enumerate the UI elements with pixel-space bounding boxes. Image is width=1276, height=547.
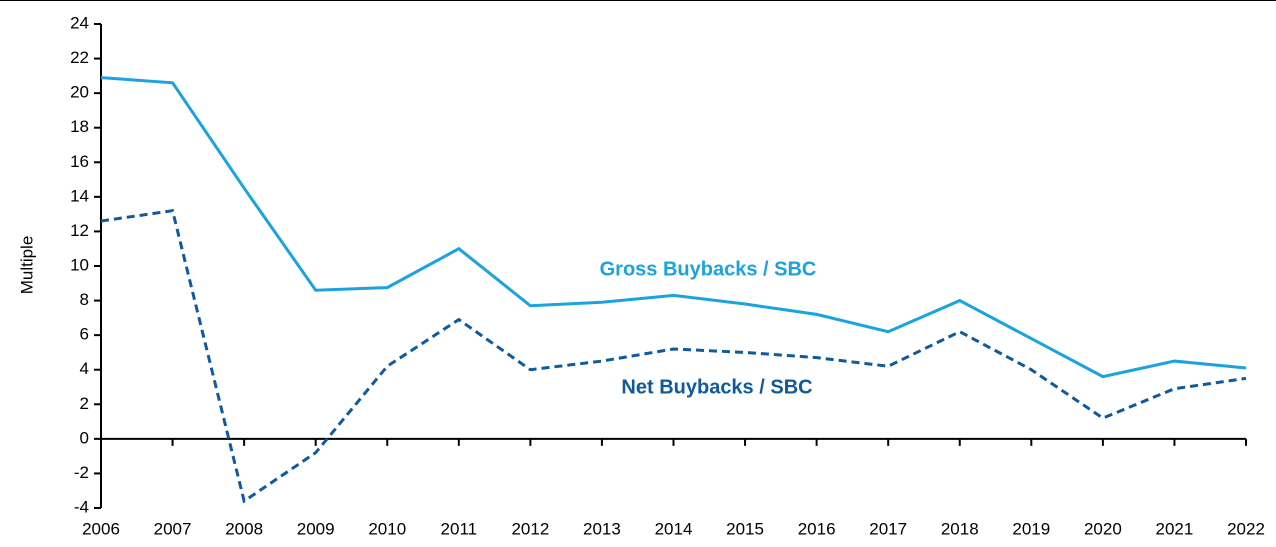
y-tick-label: 24 [70,13,89,32]
series-label: Net Buybacks / SBC [621,376,812,398]
y-axis-label: Multiple [17,236,36,295]
y-tick-label: 18 [70,117,89,136]
y-tick-label: -4 [74,497,89,516]
x-tick-label: 2012 [511,519,549,538]
x-tick-label: 2009 [297,519,335,538]
series-label: Gross Buybacks / SBC [600,258,817,280]
y-tick-label: 20 [70,83,89,102]
x-tick-label: 2017 [869,519,907,538]
x-tick-label: 2008 [225,519,263,538]
x-tick-label: 2016 [798,519,836,538]
x-tick-label: 2006 [82,519,120,538]
y-tick-label: 0 [80,428,89,447]
y-tick-label: 12 [70,221,89,240]
y-tick-label: 4 [80,359,89,378]
x-tick-label: 2015 [726,519,764,538]
x-tick-label: 2011 [441,519,478,538]
x-tick-label: 2014 [655,519,693,538]
series-line [100,209,1247,504]
x-tick-label: 2007 [154,519,192,538]
x-tick-label: 2013 [583,519,621,538]
x-tick-label: 2022 [1227,519,1265,538]
y-tick-label: 8 [80,290,89,309]
x-tick-label: 2018 [941,519,979,538]
y-tick-label: 16 [70,152,89,171]
x-tick-label: 2021 [1156,519,1194,538]
x-tick-label: 2019 [1012,519,1050,538]
x-tick-label: 2020 [1084,519,1122,538]
series-line [100,76,1247,379]
x-tick-label: 2010 [368,519,406,538]
y-tick-label: 14 [70,186,89,205]
y-tick-label: 2 [80,394,89,413]
y-tick-label: 22 [70,48,89,67]
y-tick-label: -2 [74,463,89,482]
y-tick-label: 10 [70,255,89,274]
y-tick-label: 6 [80,325,89,344]
